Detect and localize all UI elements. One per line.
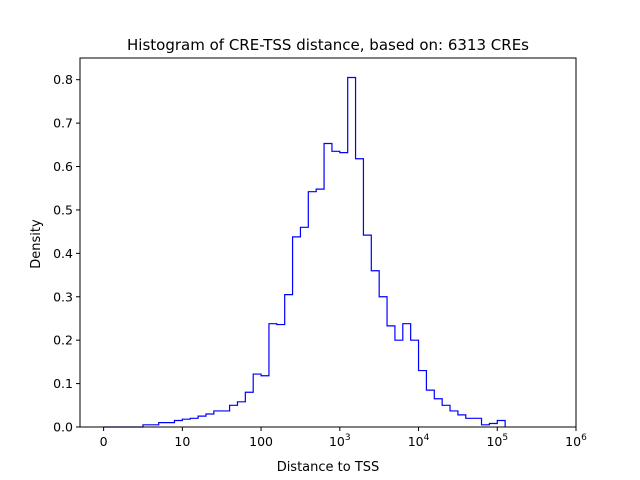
plot-frame bbox=[79, 57, 577, 428]
x-tick-label: 104 bbox=[408, 433, 430, 449]
x-axis-label: Distance to TSS bbox=[277, 460, 380, 475]
x-tick-label: 103 bbox=[329, 433, 351, 449]
y-tick-label: 0.5 bbox=[53, 202, 73, 217]
x-tick-label: 106 bbox=[565, 433, 587, 449]
y-tick-label: 0.7 bbox=[53, 116, 73, 131]
y-tick-label: 0.2 bbox=[53, 333, 73, 348]
y-axis-label: Density bbox=[29, 219, 44, 269]
x-tick-label: 100 bbox=[249, 434, 273, 449]
y-tick-label: 0.1 bbox=[53, 376, 73, 391]
plot-area: 0.0 0.1 0.2 0.3 0.4 0.5 0.6 0.7 0.8 0 10 100 103 104 1… bbox=[53, 57, 587, 449]
y-tick-label: 0.8 bbox=[53, 72, 73, 87]
y-tick-label: 0.6 bbox=[53, 159, 73, 174]
chart-title: Histogram of CRE-TSS distance, based on:… bbox=[127, 36, 529, 54]
histogram-series-line bbox=[103, 76, 506, 428]
x-tick-label: 0 bbox=[100, 434, 108, 449]
x-tick-label: 105 bbox=[486, 433, 508, 449]
x-tick-label: 10 bbox=[174, 434, 190, 449]
y-tick-label: 0.0 bbox=[53, 420, 73, 435]
y-tick-label: 0.4 bbox=[53, 246, 73, 261]
y-tick-label: 0.3 bbox=[53, 289, 73, 304]
